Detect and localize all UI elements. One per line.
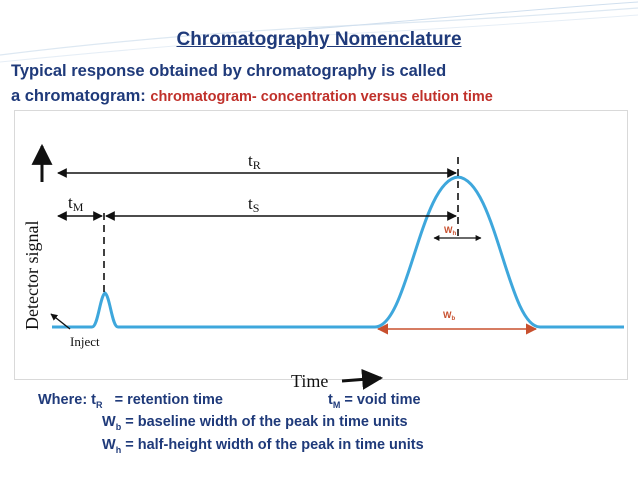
intro-line-2-highlight: chromatogram- concentration versus eluti… (150, 89, 493, 105)
tR-label-sub: R (253, 158, 261, 172)
legend-where: Where: t (38, 392, 96, 408)
x-axis-arrow (341, 368, 384, 390)
inject-arrow (50, 313, 71, 330)
legend-tR-sub: R (96, 399, 103, 410)
legend-line-3: Wh = half-height width of the peak in ti… (102, 437, 424, 455)
legend-wb-definition: = baseline width of the peak in time uni… (125, 414, 408, 430)
legend-tM-sub: M (332, 399, 341, 410)
intro-line-2-prefix: a chromatogram: (11, 87, 146, 105)
tM-label-sub: M (73, 200, 84, 214)
tM-label: tM (68, 193, 84, 214)
intro-line-1: Typical response obtained by chromatogra… (11, 62, 447, 80)
legend-wh-sub: h (115, 444, 122, 455)
wh-label: Wh (444, 225, 457, 237)
legend-wh-main: W (102, 437, 116, 453)
inject-label: Inject (70, 334, 100, 349)
legend-tM-main: t (328, 392, 333, 408)
wb-label-main: W (443, 310, 452, 320)
tR-label: tR (248, 151, 261, 172)
tS-label: tS (248, 194, 259, 215)
legend-wb-main: W (102, 414, 116, 430)
wb-label: Wb (443, 310, 456, 322)
slide-title: Chromatography Nomenclature (176, 29, 462, 50)
y-axis-label: Detector signal (22, 221, 42, 330)
legend-line-1: Where: tR = retention time (38, 392, 223, 410)
chromatogram-curve (52, 175, 624, 329)
wh-label-main: W (444, 225, 453, 235)
x-axis-label: Time (291, 371, 328, 391)
legend-wb-sub: b (115, 421, 122, 432)
tM-label-main: t (68, 193, 73, 212)
legend-line-2: Wb = baseline width of the peak in time … (102, 414, 408, 432)
tS-label-sub: S (253, 201, 260, 215)
tR-label-main: t (248, 151, 253, 170)
intro-line-2: a chromatogram: chromatogram- concentrat… (11, 87, 493, 106)
legend-tR-definition: = retention time (114, 392, 223, 408)
chromatogram-panel (14, 110, 628, 380)
legend-tM: tM = void time (328, 392, 421, 410)
legend-tM-definition: = void time (344, 392, 421, 408)
legend-wh-definition: = half-height width of the peak in time … (125, 437, 424, 453)
wb-label-sub: b (452, 316, 456, 322)
tS-label-main: t (248, 194, 253, 213)
wh-label-sub: h (453, 231, 457, 237)
